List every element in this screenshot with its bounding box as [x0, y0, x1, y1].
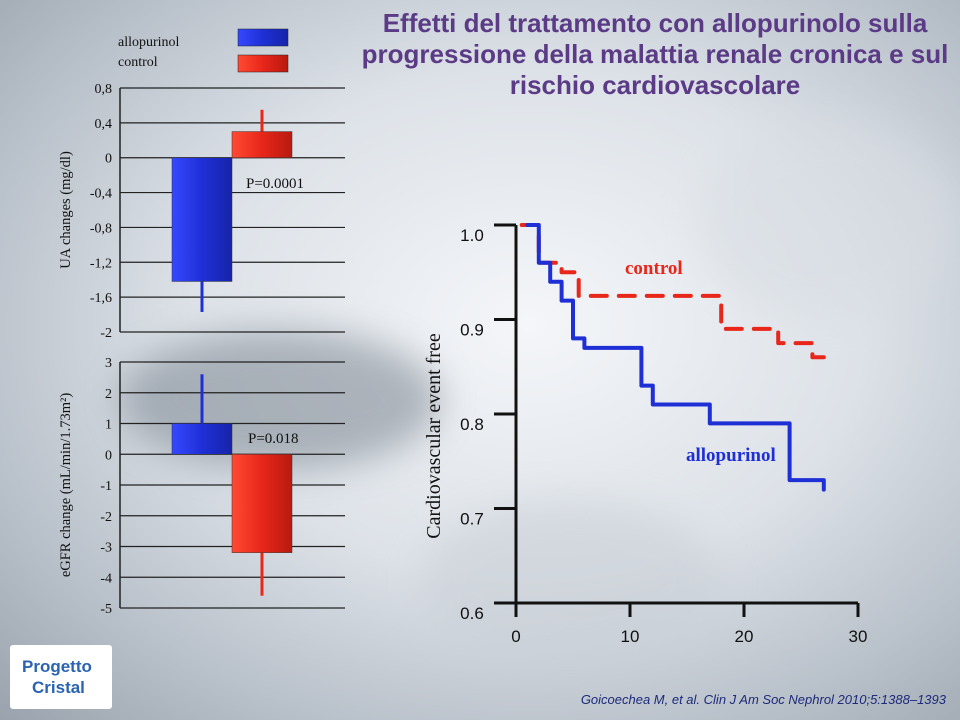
- bar-chart-2-tick-label: -4: [100, 571, 112, 586]
- km-x-tick-label: 10: [621, 627, 640, 646]
- citation: Goicoechea M, et al. Clin J Am Soc Nephr…: [580, 692, 946, 707]
- bar-chart-1-y-label: UA changes (mg/dl): [58, 151, 74, 269]
- bar-chart-1-tick-label: 0,8: [95, 82, 113, 97]
- slide-title: Effetti del trattamento con allopurinolo…: [361, 8, 949, 100]
- bar-chart-2-tick-label: 3: [105, 356, 112, 371]
- bar-chart-2-tick-label: -5: [100, 602, 112, 617]
- progetto-cristal-logo: Progetto Cristal: [10, 645, 112, 709]
- km-x-tick-label: 20: [735, 627, 754, 646]
- bar-chart-1-bar-control: [231, 131, 293, 158]
- bar-chart-2-tick-label: 0: [105, 448, 112, 463]
- bar-chart-1-tick-label: -1,6: [90, 291, 112, 306]
- legend-swatch-allopurinol: [237, 28, 289, 47]
- km-y-tick-label: 0.7: [460, 510, 484, 529]
- bar-chart-1-tick-label: -1,2: [90, 256, 112, 271]
- bar-chart-2-p-value: P=0.018: [248, 431, 299, 447]
- logo-line1: Progetto: [22, 657, 92, 676]
- bar-chart-2-bar-allopurinol: [171, 423, 233, 455]
- bar-chart-1-tick-label: -0,8: [90, 221, 112, 236]
- bar-chart-2-tick-label: -1: [100, 479, 112, 494]
- km-y-tick-label: 0.8: [460, 415, 484, 434]
- km-y-tick-label: 0.6: [460, 604, 484, 623]
- km-series-control: [519, 223, 826, 360]
- bar-chart-1-p-value: P=0.0001: [246, 176, 304, 192]
- bar-chart-1-tick-label: -2: [100, 326, 112, 341]
- km-series-label-allopurinol: allopurinol: [686, 445, 776, 466]
- bar-chart-2-bar-control: [231, 454, 293, 553]
- bar-chart-1-tick-label: -0,4: [90, 187, 112, 202]
- km-y-tick-label: 1.0: [460, 226, 484, 245]
- km-x-tick-label: 30: [849, 627, 868, 646]
- bar-chart-2-tick-label: 2: [105, 387, 112, 402]
- km-x-tick-label: 0: [511, 627, 520, 646]
- bar-chart-1-bar-allopurinol: [171, 157, 233, 282]
- logo-line2: Cristal: [32, 678, 85, 697]
- bar-chart-2-tick-label: 1: [105, 418, 112, 433]
- legend-swatch-control: [237, 54, 289, 73]
- bar-chart-1-tick-label: 0: [105, 152, 112, 167]
- km-y-label: Cardiovascular event free: [423, 333, 445, 539]
- bar-chart-2-tick-label: -3: [100, 541, 112, 556]
- km-series-allopurinol: [525, 223, 826, 492]
- legend-label-control: control: [118, 55, 158, 70]
- bar-chart-1-tick-label: 0,4: [95, 117, 113, 132]
- bar-chart-2-tick-label: -2: [100, 510, 112, 525]
- bar-chart-2-y-label: eGFR change (mL/min/1.73m²): [58, 393, 74, 578]
- km-series-label-control: control: [625, 258, 683, 279]
- legend-label-allopurinol: allopurinol: [118, 35, 180, 50]
- km-y-tick-label: 0.9: [460, 321, 484, 340]
